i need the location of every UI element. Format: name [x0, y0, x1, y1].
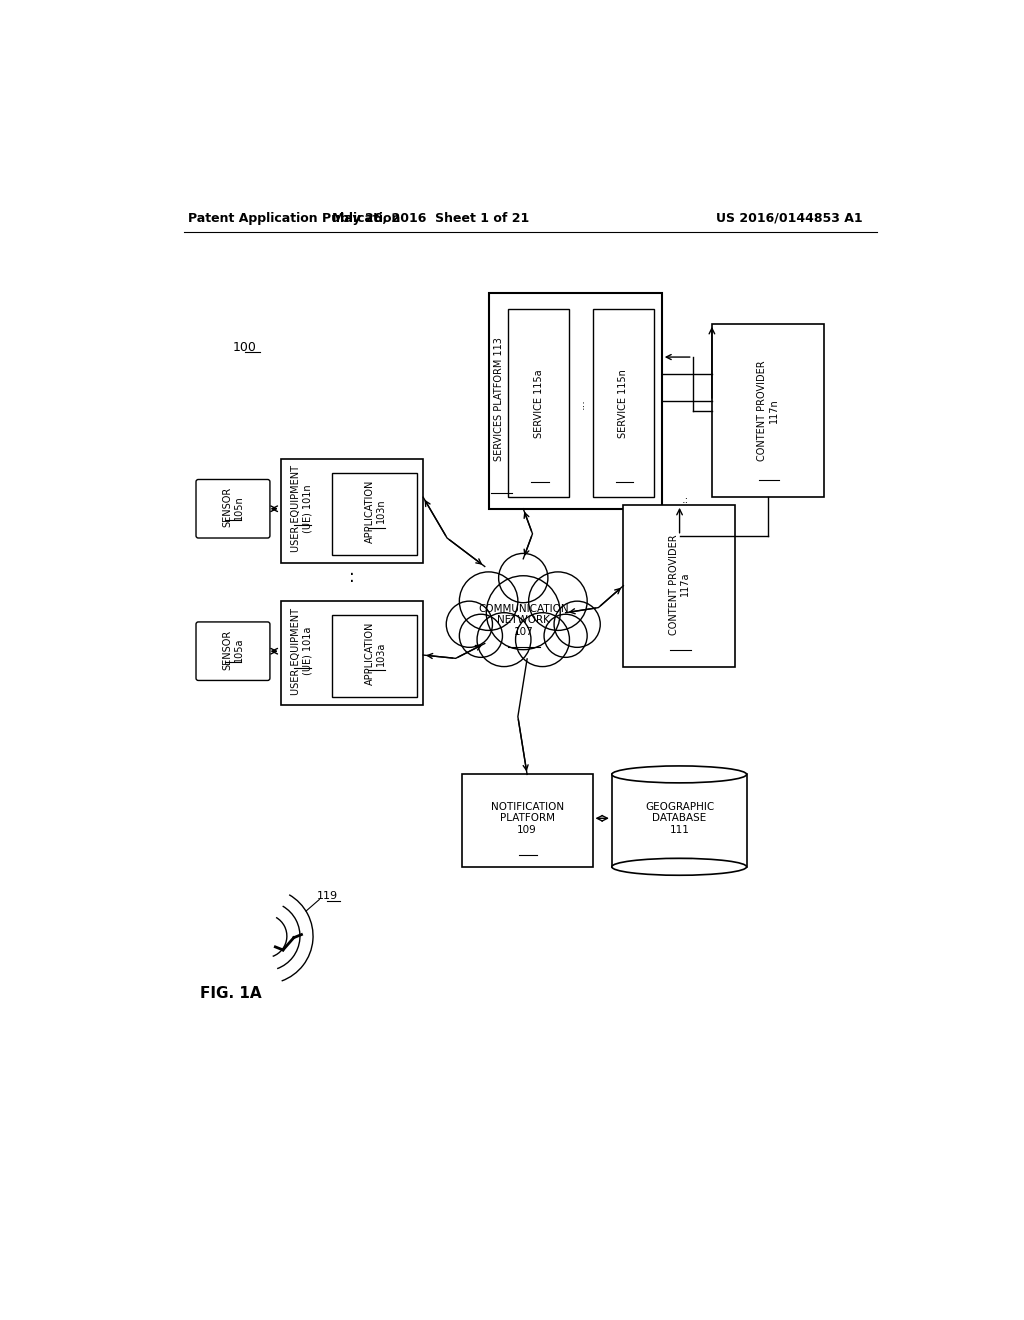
Bar [508, 309, 569, 498]
Text: APPLICATION
103n: APPLICATION 103n [365, 479, 386, 543]
Bar [281, 459, 423, 562]
FancyBboxPatch shape [196, 622, 270, 681]
FancyBboxPatch shape [196, 479, 270, 539]
Text: APPLICATION
103a: APPLICATION 103a [365, 622, 386, 685]
Bar [333, 473, 417, 554]
Bar [333, 615, 417, 697]
Bar [488, 293, 662, 508]
Bar [593, 309, 654, 498]
Text: US 2016/0144853 A1: US 2016/0144853 A1 [716, 213, 862, 224]
Text: NOTIFICATION
PLATFORM
109: NOTIFICATION PLATFORM 109 [490, 801, 563, 834]
Text: SERVICE 115a: SERVICE 115a [534, 370, 544, 437]
Text: 119: 119 [316, 891, 338, 902]
Text: SENSOR
105n: SENSOR 105n [222, 487, 244, 527]
Bar [712, 323, 823, 498]
Text: USER EQUIPMENT
(UE) 101a: USER EQUIPMENT (UE) 101a [291, 607, 312, 694]
Text: Patent Application Publication: Patent Application Publication [188, 213, 400, 224]
Text: CONTENT PROVIDER
117n: CONTENT PROVIDER 117n [758, 360, 779, 461]
Text: SERVICE 115n: SERVICE 115n [618, 368, 629, 438]
Circle shape [515, 612, 569, 667]
Text: GEOGRAPHIC
DATABASE
111: GEOGRAPHIC DATABASE 111 [645, 801, 714, 834]
Text: USER EQUIPMENT
(UE) 101n: USER EQUIPMENT (UE) 101n [291, 465, 312, 552]
Circle shape [460, 572, 518, 631]
Circle shape [528, 572, 587, 631]
Text: CONTENT PROVIDER
117a: CONTENT PROVIDER 117a [669, 533, 690, 635]
Text: .:: .: [681, 495, 688, 504]
Text: ...: ... [577, 397, 586, 409]
Bar [281, 601, 423, 705]
Bar [462, 775, 593, 867]
Text: FIG. 1A: FIG. 1A [200, 986, 261, 1002]
Circle shape [446, 601, 493, 647]
Text: SENSOR
105a: SENSOR 105a [222, 630, 244, 669]
Circle shape [486, 576, 560, 649]
Text: May 26, 2016  Sheet 1 of 21: May 26, 2016 Sheet 1 of 21 [332, 213, 529, 224]
Ellipse shape [611, 766, 746, 783]
Ellipse shape [611, 858, 746, 875]
Circle shape [499, 553, 548, 603]
Text: :: : [349, 568, 354, 586]
Text: COMMUNICATION
NETWORK
107: COMMUNICATION NETWORK 107 [478, 603, 568, 638]
Circle shape [460, 614, 503, 657]
Circle shape [544, 614, 587, 657]
Circle shape [554, 601, 600, 647]
Text: 100: 100 [232, 341, 256, 354]
Circle shape [477, 612, 531, 667]
Text: SERVICES PLATFORM 113: SERVICES PLATFORM 113 [494, 337, 504, 461]
Bar [624, 506, 735, 667]
Bar [611, 775, 746, 867]
